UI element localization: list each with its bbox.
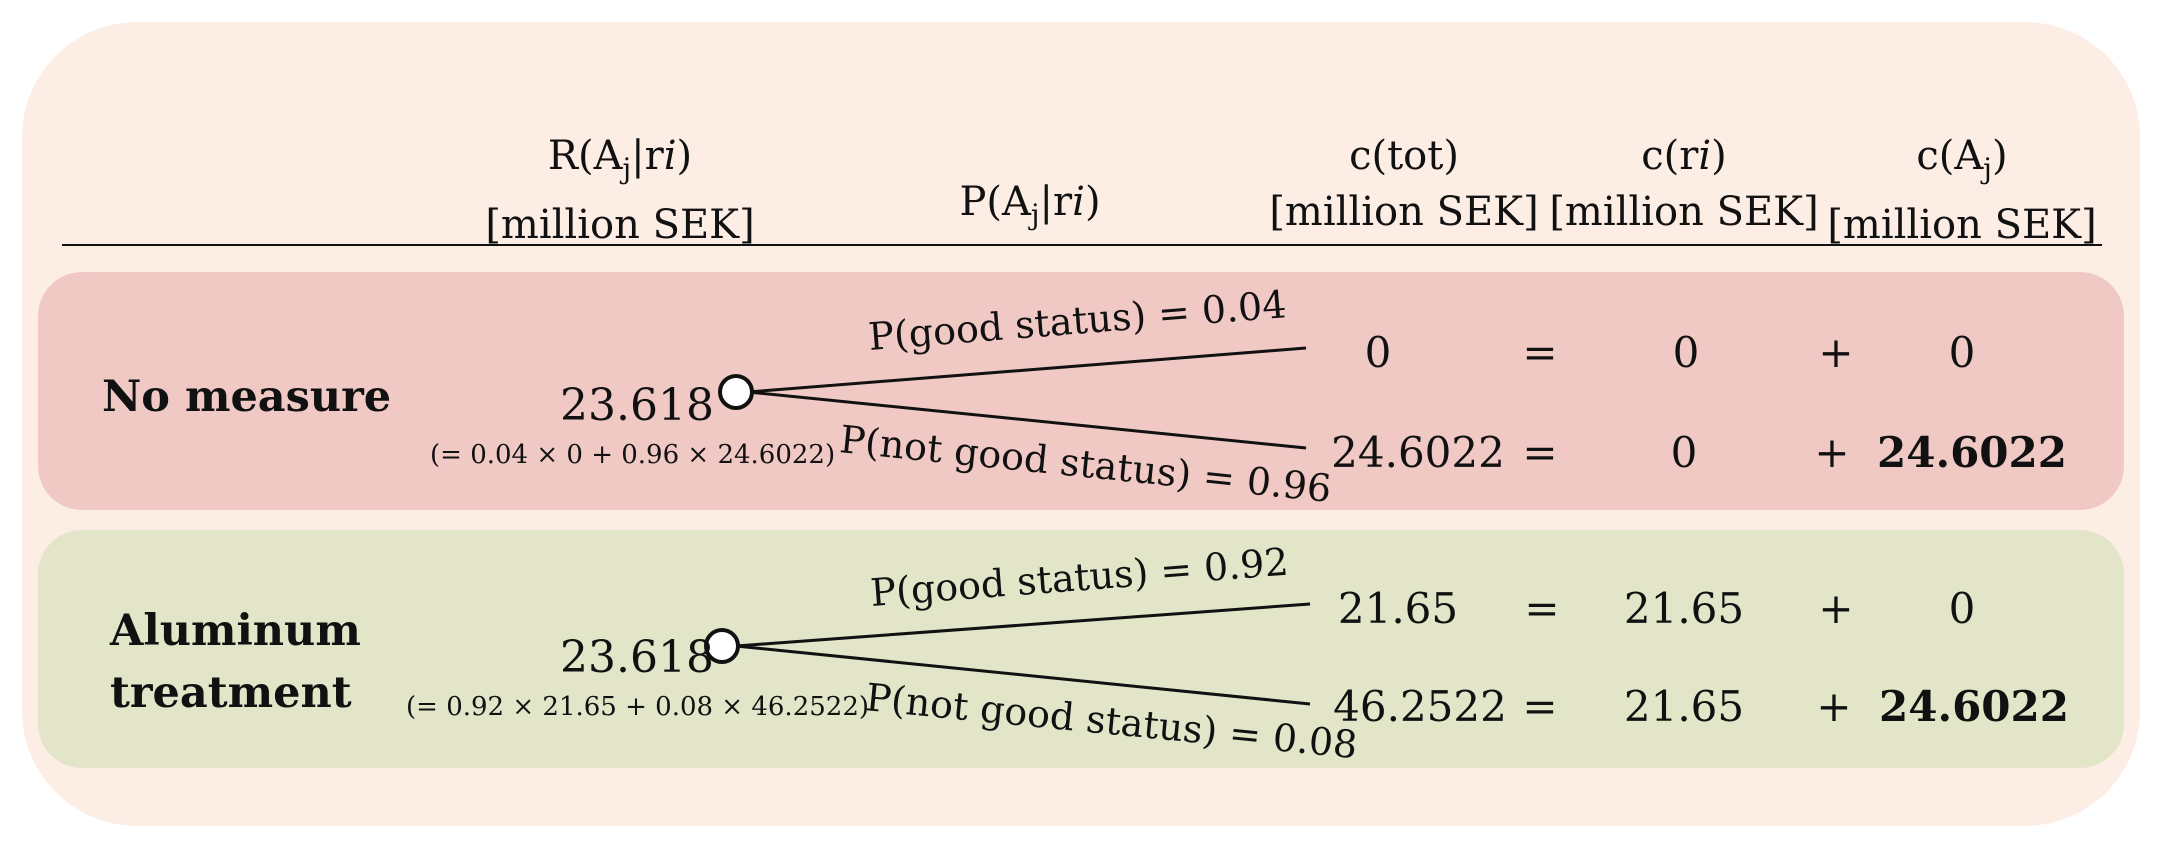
- header-expected-cost-symbol: R(Aj|ri): [547, 133, 693, 185]
- row-band-no-measure: [38, 272, 2124, 510]
- c-a-aluminum-not-good: 24.6022: [1879, 682, 2069, 731]
- c-tot-aluminum-good: 21.65: [1337, 584, 1459, 633]
- expected-value-no-measure: 23.618: [560, 380, 714, 431]
- equals-no-measure-not-good: =: [1522, 428, 1558, 477]
- c-r-no-measure-good: 0: [1672, 328, 1700, 377]
- c-a-no-measure-good: 0: [1948, 328, 1976, 377]
- equals-aluminum-good: =: [1524, 584, 1560, 633]
- c-r-no-measure-not-good: 0: [1670, 428, 1698, 477]
- chance-node-no-measure: [718, 374, 754, 410]
- plus-aluminum-not-good: +: [1816, 682, 1852, 731]
- header-divider: [62, 244, 2102, 246]
- branch-line-aluminum-good: [735, 602, 1311, 648]
- row-label-aluminum-line1: Aluminum: [110, 606, 361, 656]
- header-total-cost-unit: [million SEK]: [1269, 189, 1539, 235]
- header-total-cost-symbol: c(tot): [1349, 133, 1459, 179]
- header-damage-cost-unit: [million SEK]: [1827, 202, 2097, 248]
- c-tot-aluminum-not-good: 46.2522: [1333, 682, 1507, 731]
- row-label-no-measure: No measure: [102, 366, 391, 428]
- header-measure-cost-symbol: c(ri): [1641, 133, 1727, 179]
- header-measure-cost: c(ri) [million SEK]: [1548, 128, 1820, 240]
- header-damage-cost: c(Aj) [million SEK]: [1826, 128, 2098, 253]
- row-band-aluminum-treatment: [38, 530, 2124, 768]
- c-tot-no-measure-not-good: 24.6022: [1331, 428, 1505, 477]
- row-label-no-measure-line1: No measure: [102, 372, 392, 422]
- c-r-aluminum-good: 21.65: [1623, 584, 1745, 633]
- plus-no-measure-good: +: [1818, 328, 1854, 377]
- c-tot-no-measure-good: 0: [1364, 328, 1392, 377]
- expected-formula-aluminum: (= 0.92 × 21.65 + 0.08 × 46.2522): [406, 692, 870, 722]
- row-label-aluminum-treatment: Aluminum treatment: [110, 600, 361, 724]
- row-label-aluminum-line2: treatment: [110, 668, 352, 718]
- c-r-aluminum-not-good: 21.65: [1623, 682, 1745, 731]
- chance-node-aluminum: [704, 628, 740, 664]
- header-measure-cost-unit: [million SEK]: [1549, 189, 1819, 235]
- equals-aluminum-not-good: =: [1522, 682, 1558, 731]
- branch-line-no-measure-good: [747, 346, 1307, 394]
- equals-no-measure-good: =: [1522, 328, 1558, 377]
- expected-value-aluminum: 23.618: [560, 632, 714, 683]
- branch-line-no-measure-not-good: [747, 390, 1307, 450]
- header-expected-cost-unit: [million SEK]: [485, 202, 755, 248]
- c-a-no-measure-not-good: 24.6022: [1877, 428, 2067, 477]
- header-probability-symbol: P(Aj|ri): [959, 179, 1101, 231]
- expected-formula-no-measure: (= 0.04 × 0 + 0.96 × 24.6022): [430, 440, 836, 470]
- header-expected-cost: R(Aj|ri) [million SEK]: [470, 128, 770, 253]
- plus-no-measure-not-good: +: [1814, 428, 1850, 477]
- header-probability: P(Aj|ri): [880, 174, 1180, 243]
- header-total-cost: c(tot) [million SEK]: [1268, 128, 1540, 240]
- c-a-aluminum-good: 0: [1948, 584, 1976, 633]
- header-damage-cost-symbol: c(Aj): [1916, 133, 2008, 185]
- plus-aluminum-good: +: [1818, 584, 1854, 633]
- branch-line-aluminum-not-good: [735, 644, 1311, 706]
